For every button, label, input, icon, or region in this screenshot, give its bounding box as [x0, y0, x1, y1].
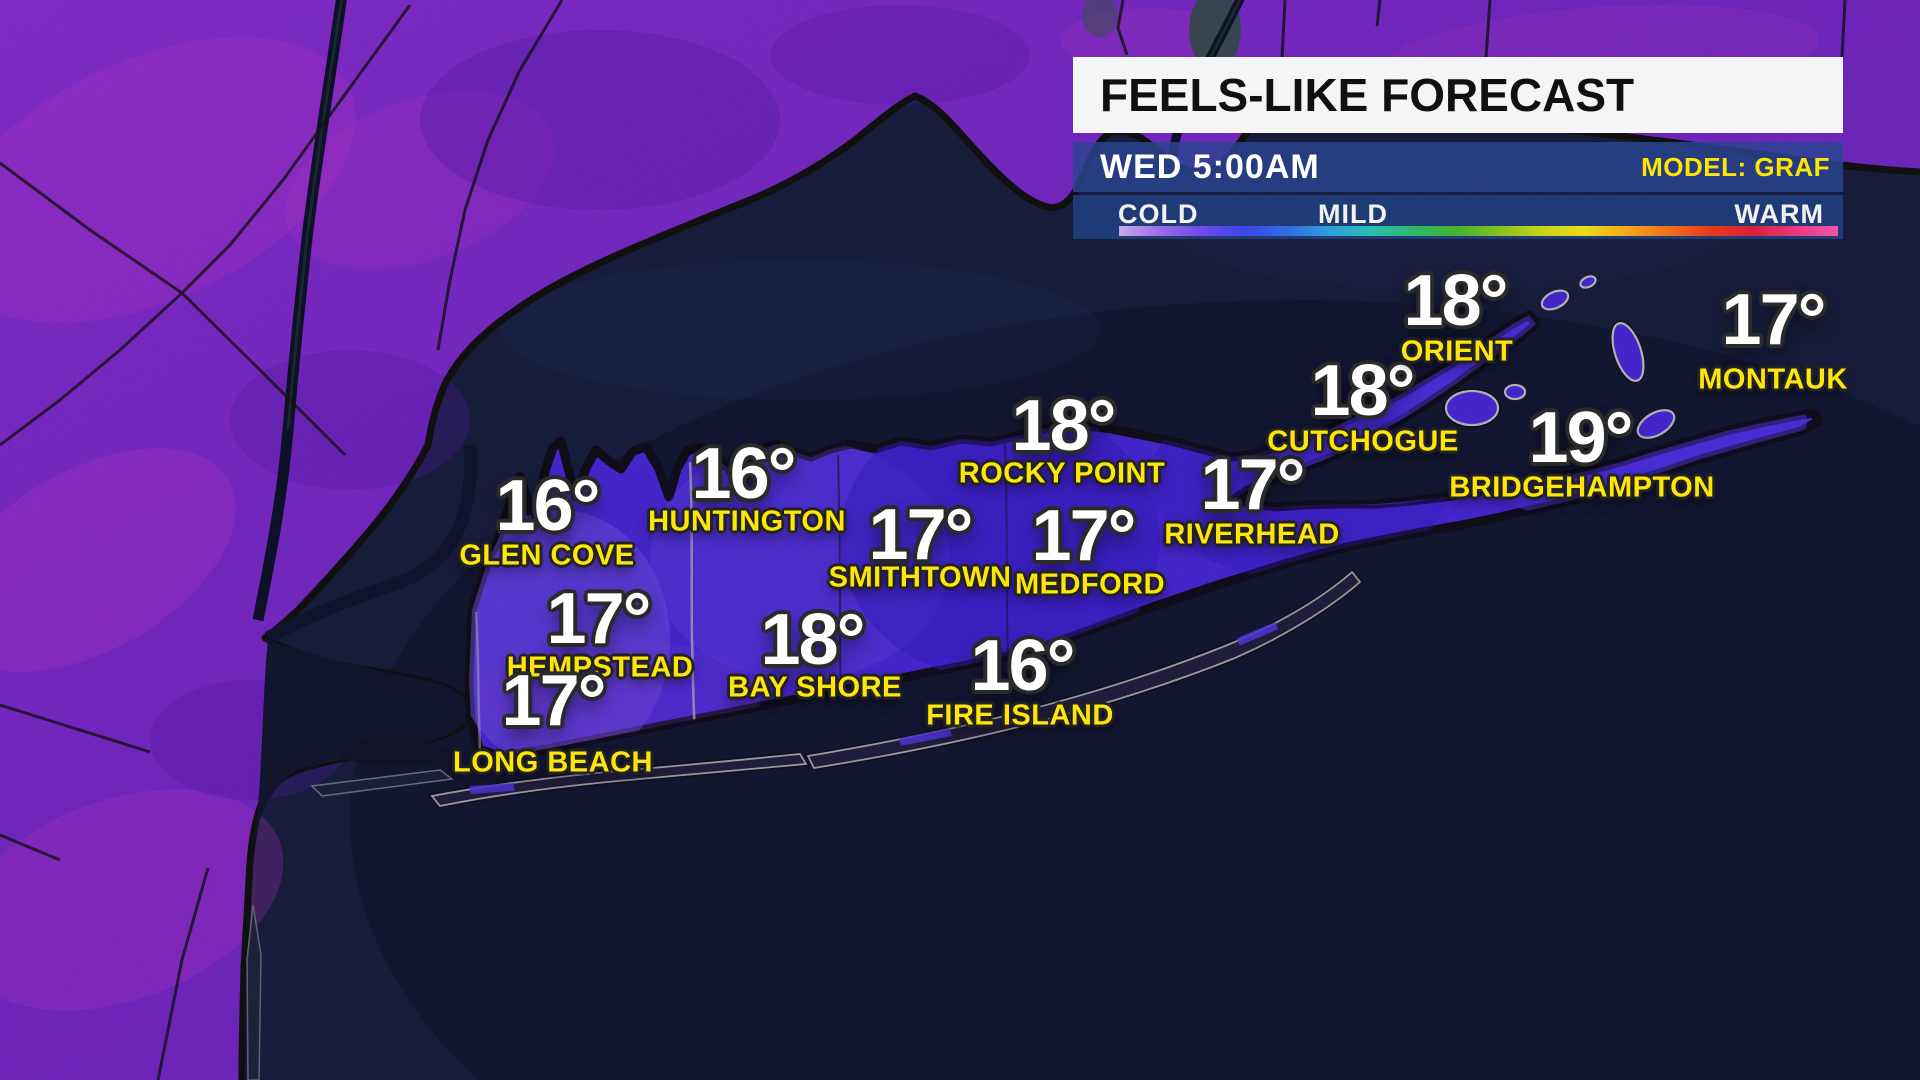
- station-temp: 17°: [546, 578, 652, 659]
- station-temp: 17°: [868, 494, 974, 575]
- station-temp: 17°: [1721, 279, 1827, 360]
- station-temp: 17°: [1200, 444, 1306, 525]
- model-label: MODEL: GRAF: [1641, 151, 1830, 182]
- temperature-gradient-bar: [1119, 226, 1838, 236]
- station-temp: 16°: [495, 465, 601, 546]
- station-temp: 17°: [501, 660, 607, 741]
- station-temp: 18°: [760, 599, 866, 680]
- station-city-label: HEMPSTEAD: [506, 651, 694, 684]
- station-city-label: RIVERHEAD: [1164, 518, 1340, 551]
- forecast-panel: FEELS-LIKE FORECAST WED 5:00AM MODEL: GR…: [1073, 57, 1843, 239]
- station-city-label: BAY SHORE: [728, 671, 902, 704]
- station-city-label: ORIENT: [1400, 335, 1514, 368]
- timestamp: WED 5:00AM: [1100, 147, 1320, 186]
- station-temp: 18°: [1310, 350, 1416, 431]
- station-city-label: MEDFORD: [1014, 568, 1166, 601]
- station-city-label: MONTAUK: [1698, 363, 1848, 396]
- station-temp: 16°: [970, 625, 1076, 706]
- station-temp: 18°: [1403, 260, 1509, 341]
- scale-cold-label: COLD: [1118, 199, 1199, 229]
- station-temp: 19°: [1528, 397, 1634, 478]
- panel-time-bar: WED 5:00AM MODEL: GRAF: [1073, 142, 1843, 192]
- scale-warm-label: WARM: [1734, 199, 1824, 229]
- station-city-label: BRIDGEHAMPTON: [1449, 471, 1715, 504]
- temperature-scale: COLD MILD WARM: [1073, 195, 1843, 239]
- station-temp: 17°: [1031, 495, 1137, 576]
- station-city-label: SMITHTOWN: [828, 561, 1012, 594]
- station-temp: 16°: [691, 433, 797, 514]
- panel-title: FEELS-LIKE FORECAST: [1073, 57, 1843, 133]
- station-city-label: GLEN COVE: [459, 539, 635, 572]
- scale-mild-label: MILD: [1318, 199, 1388, 229]
- station-temp: 18°: [1011, 385, 1117, 466]
- station-city-label: LONG BEACH: [453, 746, 653, 779]
- station-city-label: FIRE ISLAND: [926, 699, 1114, 732]
- station-city-label: CUTCHOGUE: [1267, 425, 1459, 458]
- station-city-label: HUNTINGTON: [648, 505, 846, 538]
- station-city-label: ROCKY POINT: [958, 457, 1166, 490]
